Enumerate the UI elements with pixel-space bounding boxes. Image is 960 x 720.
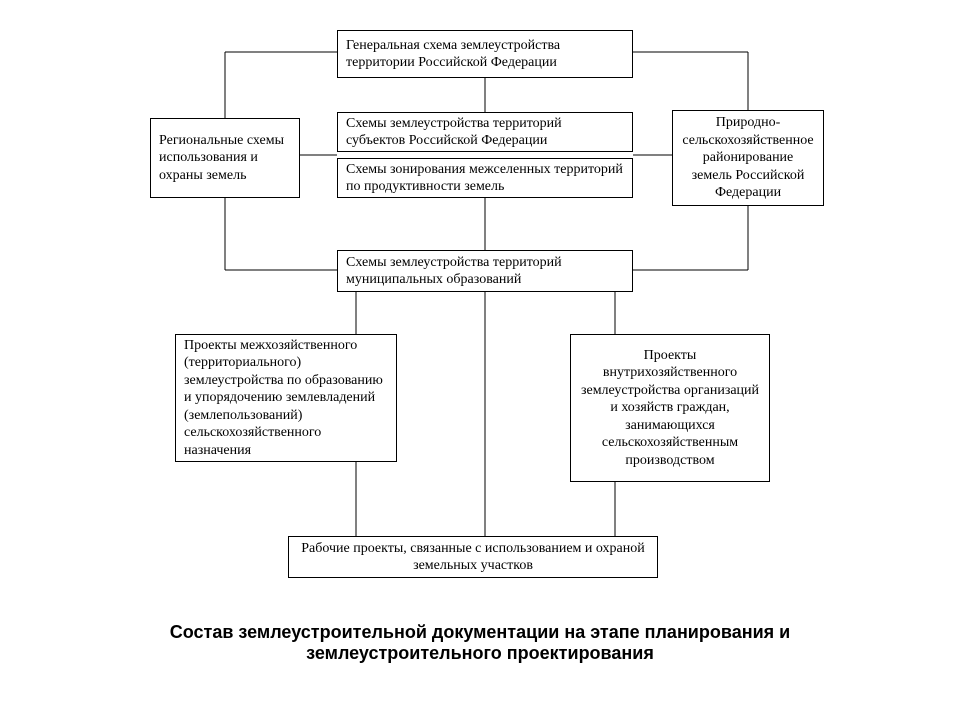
node-n8: Проекты внутрихозяйственного землеустрой… [570, 334, 770, 482]
node-n2: Региональные схемы использования и охран… [150, 118, 300, 198]
node-n7: Проекты межхозяйственного (территориальн… [175, 334, 397, 462]
node-n4: Схемы зонирования межселенных территорий… [337, 158, 633, 198]
diagram-stage: Генеральная схема землеустройства террит… [0, 0, 960, 720]
edges-layer [0, 0, 960, 720]
node-n5: Природно-сельскохозяйственное районирова… [672, 110, 824, 206]
diagram-caption: Состав землеустроительной документации н… [150, 622, 810, 664]
node-n6: Схемы землеустройства территорий муницип… [337, 250, 633, 292]
node-n9: Рабочие проекты, связанные с использован… [288, 536, 658, 578]
node-n1: Генеральная схема землеустройства террит… [337, 30, 633, 78]
node-n3: Схемы землеустройства территорий субъект… [337, 112, 633, 152]
